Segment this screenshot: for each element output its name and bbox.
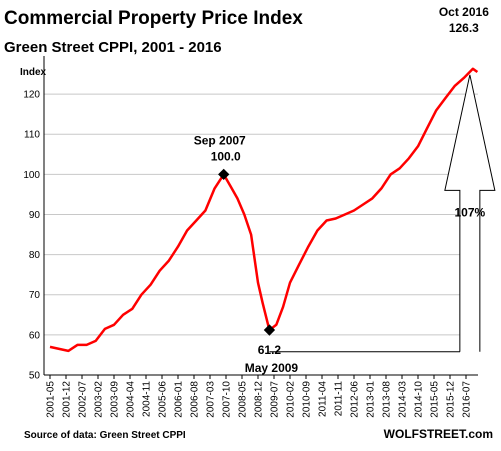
source-note: Source of data: Green Street CPPI — [24, 430, 186, 441]
x-tick-label: 2016-07 — [462, 381, 473, 418]
y-tick-label: 60 — [29, 330, 41, 341]
y-tick-label: 120 — [23, 90, 40, 101]
x-tick-label: 2010-02 — [286, 381, 297, 418]
brand-watermark: WOLFSTREET.com — [384, 427, 493, 441]
x-tick-label: 2004-04 — [126, 381, 137, 418]
x-tick-label: 2001-12 — [62, 381, 73, 418]
y-tick-label: 80 — [29, 250, 41, 261]
x-tick-label: 2015-12 — [446, 381, 457, 418]
annotation-peak-date: Sep 2007 — [194, 133, 246, 147]
x-tick-label: 2014-03 — [398, 381, 409, 418]
markers — [218, 168, 276, 336]
y-axis-ticks: 50 60 70 80 90 100 110 120 — [23, 90, 40, 382]
x-tick-label: 2006-08 — [190, 381, 201, 418]
gain-arrow-shape — [444, 74, 496, 352]
y-tick-label: 70 — [29, 290, 41, 301]
x-tick-label: 2013-08 — [382, 381, 393, 418]
x-tick-label: 2014-10 — [414, 381, 425, 418]
y-tick-label: 50 — [29, 371, 41, 382]
x-tick-label: 2011-11 — [334, 381, 345, 417]
x-tick-label: 2013-01 — [366, 381, 377, 418]
x-tick-label: 2006-01 — [174, 381, 185, 418]
x-tick-label: 2008-12 — [254, 381, 265, 418]
x-tick-label: 2010-09 — [302, 381, 313, 418]
annotation-peak-value: 100.0 — [211, 149, 241, 163]
annotation-latest-value: 126.3 — [449, 21, 479, 35]
y-tick-label: 90 — [29, 210, 41, 221]
annotation-trough-value: 61.2 — [258, 343, 282, 357]
x-tick-label: 2003-02 — [94, 381, 105, 418]
y-tick-label: 110 — [24, 130, 40, 141]
chart-subtitle: Green Street CPPI, 2001 - 2016 — [4, 39, 222, 56]
gain-arrow — [269, 74, 496, 353]
annotation-trough-date: May 2009 — [245, 361, 299, 375]
x-tick-label: 2005-06 — [158, 381, 169, 418]
x-axis-ticks: 2001-05 2001-12 2002-07 2003-02 2003-09 2004-… — [46, 375, 473, 418]
x-tick-label: 2002-07 — [78, 381, 89, 418]
x-tick-label: 2004-11 — [142, 381, 153, 417]
annotation-gain-percent: 107% — [455, 205, 486, 219]
x-tick-label: 2003-09 — [110, 381, 121, 418]
x-tick-label: 2007-10 — [222, 381, 233, 418]
x-tick-label: 2008-05 — [238, 381, 249, 418]
diamond-marker — [218, 168, 230, 181]
x-tick-label: 2011-04 — [318, 381, 329, 417]
gridlines — [43, 56, 478, 376]
annotation-latest-date: Oct 2016 — [439, 5, 489, 19]
x-tick-label: 2009-07 — [270, 381, 281, 418]
x-tick-label: 2001-05 — [46, 381, 57, 418]
chart-title: Commercial Property Price Index — [4, 8, 303, 29]
x-tick-label: 2007-03 — [206, 381, 217, 418]
diamond-marker — [263, 324, 276, 336]
y-axis-label: Index — [20, 67, 47, 78]
x-tick-label: 2015-05 — [430, 381, 441, 418]
y-tick-label: 100 — [23, 170, 40, 181]
series-line-cppi — [49, 67, 479, 353]
x-tick-label: 2012-06 — [350, 381, 361, 418]
